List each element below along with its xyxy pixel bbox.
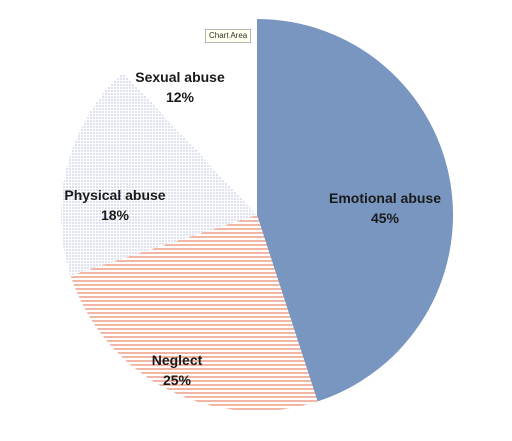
chart-area-tooltip: Chart Area (205, 29, 252, 43)
pie-slice-emotional-abuse[interactable] (257, 19, 454, 402)
slice-label-physical-abuse: Physical abuse 18% (64, 187, 165, 223)
pie-slice-physical-abuse[interactable] (60, 72, 257, 276)
slice-label-emotional-abuse: Emotional abuse 45% (329, 190, 441, 226)
pie-slices (60, 19, 454, 412)
slice-labels: Emotional abuse 45% Neglect 25% Physical abu… (64, 69, 441, 388)
slice-label-neglect: Neglect 25% (152, 352, 203, 388)
slice-label-sexual-abuse: Sexual abuse 12% (135, 69, 225, 105)
pie-slice-neglect[interactable] (70, 215, 318, 412)
pie-slice-sexual-abuse[interactable] (122, 19, 257, 215)
